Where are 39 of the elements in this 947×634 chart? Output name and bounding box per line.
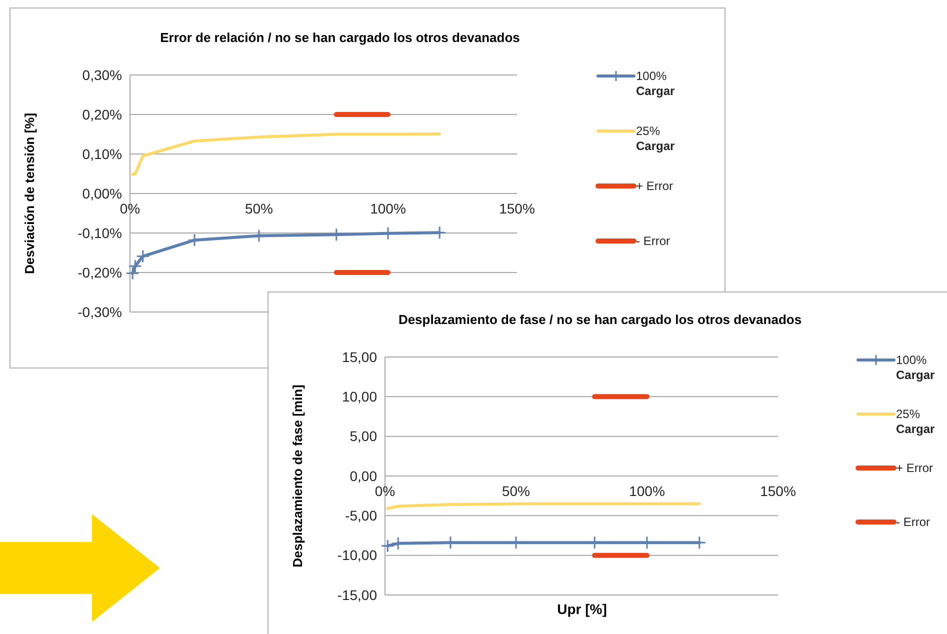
x-tick-label: 0% <box>120 200 140 216</box>
line-series <box>131 132 442 176</box>
legend-label: - Error <box>896 515 930 530</box>
x-tick-label: 50% <box>244 200 274 216</box>
chart-title: Error de relación / no se han cargado los otros devanados <box>160 30 520 45</box>
chart-title: Desplazamiento de fase / no se han cargado los otros devanados <box>398 312 802 327</box>
x-tick-label: 100% <box>629 483 665 499</box>
legend-label: + Error <box>636 179 674 194</box>
y-tick-label: 0,30% <box>82 66 122 83</box>
y-tick-label: -0,30% <box>78 304 122 320</box>
y-axis-title: Desviación de tensión [%] <box>22 112 37 274</box>
y-tick-label: 15,00 <box>342 348 378 365</box>
point <box>126 266 140 280</box>
y-tick-label: -0,20% <box>78 264 122 280</box>
y-tick-label: 5,00 <box>350 428 378 444</box>
x-tick-label: 100% <box>370 200 406 216</box>
x-axis-title: Upr [%] <box>557 601 607 617</box>
y-tick-label: -0,10% <box>78 224 122 241</box>
y-tick-label: -15,00 <box>337 586 378 603</box>
y-tick-label: -10,00 <box>337 547 378 564</box>
x-tick-label: 150% <box>760 483 796 499</box>
y-tick-label: 0,00 <box>350 468 378 484</box>
legend-label: 100% Cargar <box>636 69 676 98</box>
y-tick-label: 0,00% <box>82 185 122 202</box>
y-tick-label: 0,20% <box>82 106 122 122</box>
x-tick-label: 50% <box>502 483 530 499</box>
legend-label: 25% Cargar <box>636 124 676 154</box>
y-tick-label: -5,00 <box>345 508 378 524</box>
legend-label: - Error <box>636 234 670 248</box>
point <box>128 259 142 273</box>
x-tick-label: 0% <box>374 483 396 499</box>
y-tick-label: 0,10% <box>82 146 122 162</box>
y-tick-label: 10,00 <box>342 388 378 405</box>
legend-label: 25% Cargar <box>896 407 936 436</box>
point <box>136 250 150 264</box>
legend-label: + Error <box>896 461 934 476</box>
legend-label: 100% Cargar <box>896 353 936 382</box>
y-axis-title: Desplazamiento de fase [min] <box>290 384 305 568</box>
x-tick-label: 150% <box>499 200 535 216</box>
